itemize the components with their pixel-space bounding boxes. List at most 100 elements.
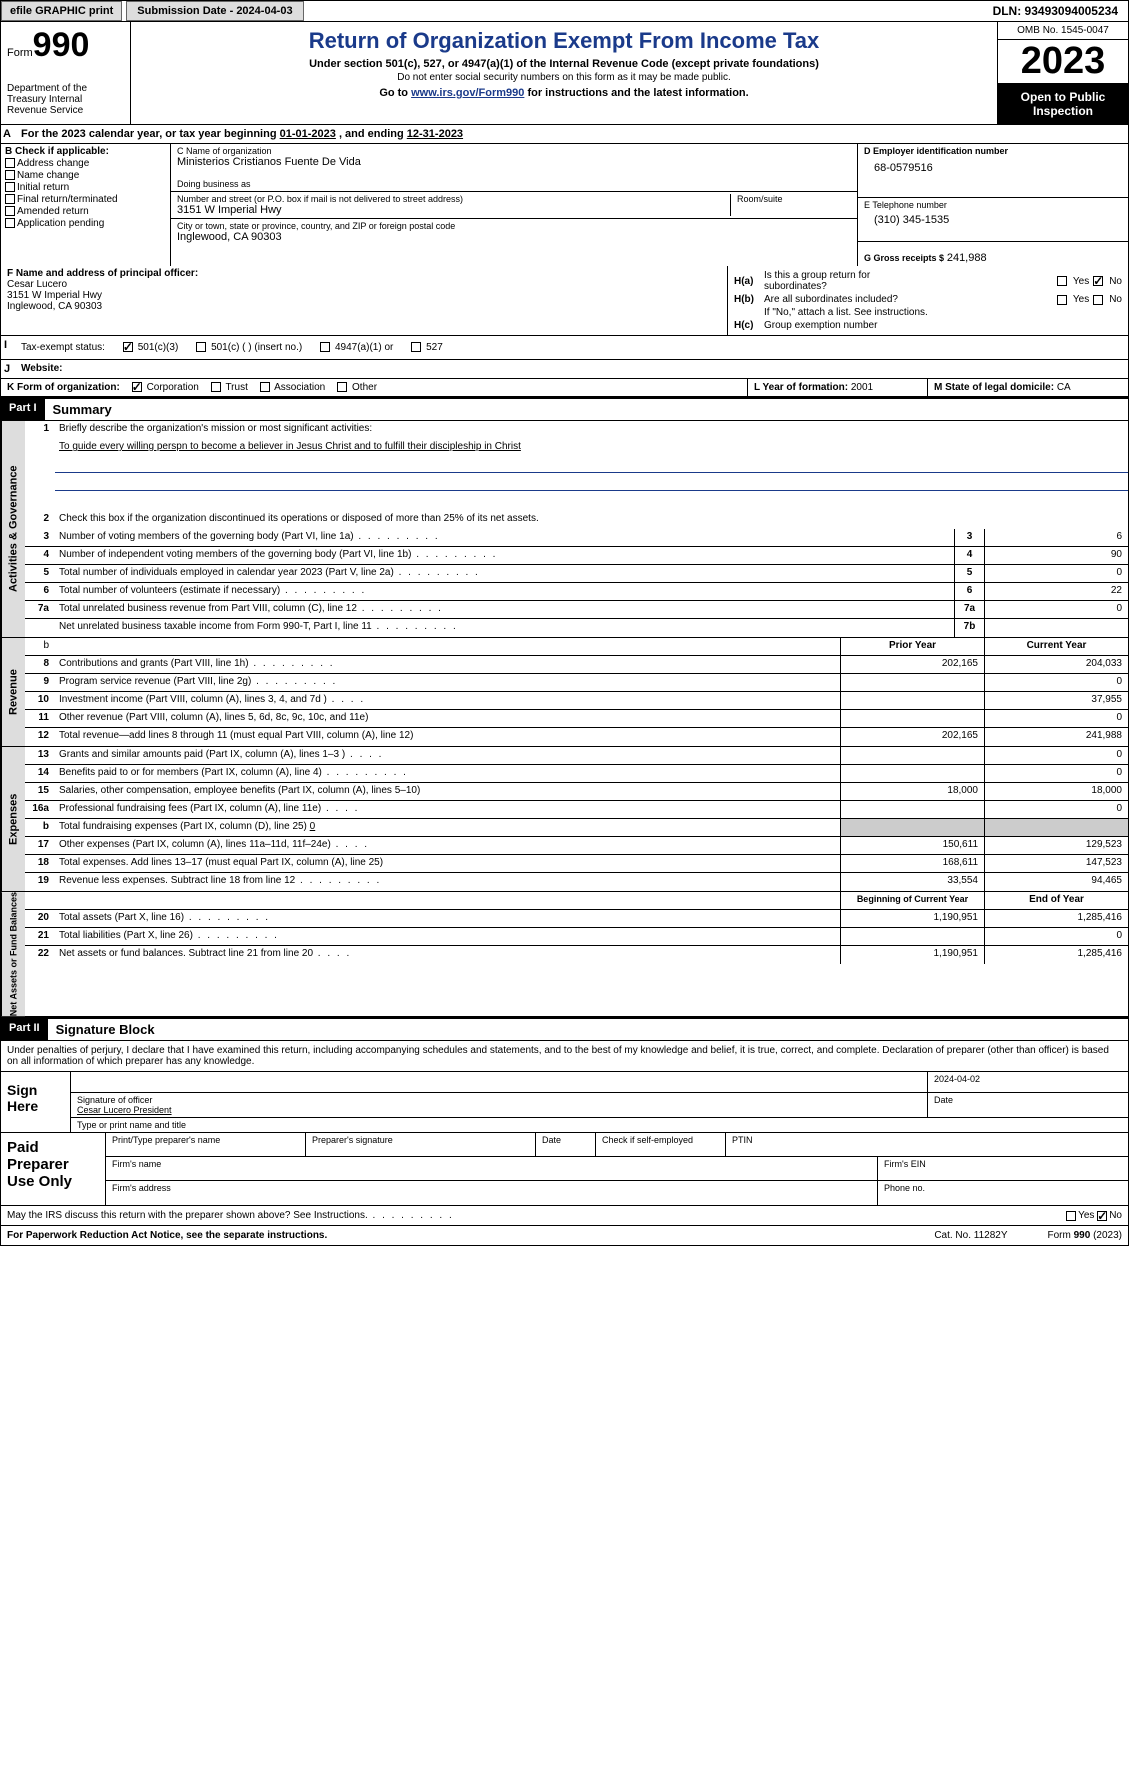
ha-text1: Is this a group return for [764, 270, 870, 281]
footer-discuss-row: May the IRS discuss this return with the… [0, 1206, 1129, 1226]
mission-blank1 [55, 457, 1128, 473]
col-f-officer: F Name and address of principal officer:… [1, 266, 728, 335]
efile-print-button[interactable]: efile GRAPHIC print [1, 1, 122, 21]
line11-text: Other revenue (Part VIII, column (A), li… [55, 710, 840, 727]
line9-text: Program service revenue (Part VIII, line… [55, 674, 840, 691]
hb-yes-checkbox[interactable] [1057, 295, 1067, 305]
part2-label: Part II [1, 1019, 48, 1040]
pra-notice: For Paperwork Reduction Act Notice, see … [7, 1230, 327, 1241]
current-year-hdr: Current Year [984, 638, 1128, 655]
row-a-begin: 01-01-2023 [280, 128, 336, 140]
line14-text: Benefits paid to or for members (Part IX… [55, 765, 840, 782]
chk-trust[interactable] [211, 382, 221, 392]
org-name: Ministerios Cristianos Fuente De Vida [177, 156, 851, 168]
discuss-yes-checkbox[interactable] [1066, 1211, 1076, 1221]
chk-app-pending[interactable]: Application pending [5, 218, 166, 229]
line17-text: Other expenses (Part IX, column (A), lin… [55, 837, 840, 854]
chk-corp[interactable] [132, 382, 142, 392]
side-label-net: Net Assets or Fund Balances [1, 892, 25, 1016]
line12-text: Total revenue—add lines 8 through 11 (mu… [55, 728, 840, 746]
line7a-val: 0 [984, 601, 1128, 618]
mission-blank2 [55, 475, 1128, 491]
checkbox-icon [5, 218, 15, 228]
sign-here-block: Sign Here 2024-04-02 Signature of office… [0, 1071, 1129, 1133]
room-label: Room/suite [737, 194, 851, 204]
gross-label: G Gross receipts $ [864, 253, 944, 263]
prep-self-label: Check if self-employed [596, 1133, 726, 1156]
chk-address-change[interactable]: Address change [5, 158, 166, 169]
line21-text: Total liabilities (Part X, line 26) [55, 928, 840, 945]
expenses-section: Expenses 13Grants and similar amounts pa… [0, 747, 1129, 892]
goto-pre: Go to [379, 87, 411, 99]
chk-501c[interactable] [196, 342, 206, 352]
line6-val: 22 [984, 583, 1128, 600]
col-h-group: H(a) Is this a group return forsubordina… [728, 266, 1128, 335]
part2-title: Signature Block [48, 1019, 163, 1040]
subtitle: Under section 501(c), 527, or 4947(a)(1)… [139, 58, 989, 70]
dba-label: Doing business as [177, 179, 851, 189]
chk-name-change[interactable]: Name change [5, 170, 166, 181]
gross-cell: G Gross receipts $ 241,988 [858, 242, 1128, 266]
ha-label: H(a) [734, 276, 764, 287]
checkbox-icon [5, 206, 15, 216]
addr-label: Number and street (or P.O. box if mail i… [177, 194, 730, 204]
officer-name: Cesar Lucero [7, 279, 721, 290]
website-label: Website: [15, 360, 1128, 378]
hb-label: H(b) [734, 294, 764, 305]
sig-date-val: 2024-04-02 [928, 1072, 1128, 1092]
chk-amended[interactable]: Amended return [5, 206, 166, 217]
prep-name-label: Print/Type preparer's name [106, 1133, 306, 1156]
line22-text: Net assets or fund balances. Subtract li… [55, 946, 840, 964]
net-assets-section: Net Assets or Fund Balances Beginning of… [0, 892, 1129, 1017]
goto-link[interactable]: www.irs.gov/Form990 [411, 87, 524, 99]
chk-527[interactable] [411, 342, 421, 352]
sig-officer-cell: Signature of officer Cesar Lucero Presid… [71, 1093, 928, 1117]
row-i: I Tax-exempt status: 501(c)(3) 501(c) ( … [0, 336, 1129, 360]
part1-label: Part I [1, 399, 45, 420]
chk-4947[interactable] [320, 342, 330, 352]
chk-501c3[interactable] [123, 342, 133, 352]
row-klm: K Form of organization: Corporation Trus… [0, 379, 1129, 397]
line2-text: Check this box if the organization disco… [55, 511, 1128, 529]
part1-title: Summary [45, 399, 120, 420]
side-label-governance: Activities & Governance [1, 421, 25, 637]
officer-addr2: Inglewood, CA 90303 [7, 301, 721, 312]
subtitle2: Do not enter social security numbers on … [139, 72, 989, 83]
form-word: Form [7, 47, 33, 59]
discuss-no-checkbox[interactable] [1097, 1211, 1107, 1221]
ein-cell: D Employer identification number 68-0579… [858, 144, 1128, 198]
checkbox-icon [5, 170, 15, 180]
header-right: OMB No. 1545-0047 2023 Open to Public In… [998, 22, 1128, 124]
bottom-row: For Paperwork Reduction Act Notice, see … [0, 1226, 1129, 1246]
paid-preparer-label: Paid Preparer Use Only [1, 1133, 106, 1205]
side-label-expenses: Expenses [1, 747, 25, 891]
part1-header-row: Part I Summary [0, 397, 1129, 421]
chk-initial-return[interactable]: Initial return [5, 182, 166, 193]
checkbox-icon [5, 158, 15, 168]
mission-text: To guide every willing perspn to become … [55, 439, 1128, 457]
form-number: 990 [33, 26, 90, 64]
ha-yes-checkbox[interactable] [1057, 276, 1067, 286]
line18-text: Total expenses. Add lines 13–17 (must eq… [55, 855, 840, 872]
side-label-revenue: Revenue [1, 638, 25, 746]
row-j: J Website: [0, 360, 1129, 379]
header-mid: Return of Organization Exempt From Incom… [131, 22, 998, 124]
chk-other[interactable] [337, 382, 347, 392]
hc-row: H(c) Group exemption number [734, 320, 1122, 331]
ha-no-checkbox[interactable] [1093, 276, 1103, 286]
line1-label: Briefly describe the organization's miss… [55, 421, 1128, 439]
part2-header-row: Part II Signature Block [0, 1017, 1129, 1041]
checkbox-icon [5, 182, 15, 192]
firm-name-label: Firm's name [106, 1157, 878, 1180]
line10-text: Investment income (Part VIII, column (A)… [55, 692, 840, 709]
addr-value: 3151 W Imperial Hwy [177, 204, 730, 216]
col-k: K Form of organization: Corporation Trus… [1, 379, 748, 396]
footer-discuss-text: May the IRS discuss this return with the… [7, 1210, 454, 1221]
ein-label: D Employer identification number [864, 146, 1122, 156]
chk-final-return[interactable]: Final return/terminated [5, 194, 166, 205]
hc-text: Group exemption number [764, 320, 1122, 331]
chk-assoc[interactable] [260, 382, 270, 392]
hb-no-checkbox[interactable] [1093, 295, 1103, 305]
ein-value: 68-0579516 [874, 162, 1122, 174]
prep-date-label: Date [536, 1133, 596, 1156]
